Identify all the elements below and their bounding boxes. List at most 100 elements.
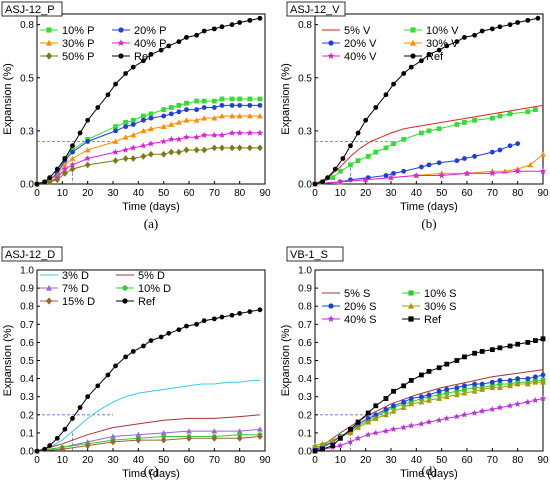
data-point bbox=[471, 409, 478, 416]
data-point bbox=[525, 340, 531, 345]
series-50-p: 50% P bbox=[34, 51, 263, 188]
data-point bbox=[401, 383, 407, 389]
data-point bbox=[436, 395, 443, 401]
data-point bbox=[184, 107, 189, 113]
data-point bbox=[489, 170, 496, 177]
data-point bbox=[229, 102, 235, 108]
data-point bbox=[319, 440, 326, 447]
data-point bbox=[444, 387, 450, 392]
panel-caption: (c) bbox=[144, 463, 158, 478]
data-point bbox=[363, 117, 369, 123]
series-line bbox=[36, 98, 260, 185]
data-point bbox=[70, 149, 75, 155]
data-point bbox=[391, 170, 396, 176]
data-point bbox=[141, 58, 146, 64]
series-ref: Ref bbox=[34, 15, 263, 187]
data-point bbox=[148, 338, 154, 343]
data-point bbox=[365, 419, 372, 425]
data-point bbox=[194, 107, 200, 113]
y-tick-label: 0.4 bbox=[20, 374, 34, 385]
data-point bbox=[47, 175, 53, 181]
data-point bbox=[54, 166, 60, 172]
data-point bbox=[168, 148, 175, 156]
x-tick-label: 10 bbox=[335, 455, 347, 466]
data-point bbox=[194, 32, 200, 38]
data-point bbox=[365, 416, 371, 421]
panel-title: VB-1_S bbox=[290, 249, 328, 261]
data-point bbox=[141, 113, 146, 119]
data-point bbox=[69, 165, 76, 173]
data-point bbox=[194, 321, 200, 327]
data-point bbox=[426, 162, 432, 168]
legend-label: 20% V bbox=[344, 38, 377, 50]
data-point bbox=[514, 400, 521, 407]
data-point bbox=[533, 374, 538, 380]
data-point bbox=[497, 384, 503, 391]
data-point bbox=[34, 181, 40, 187]
data-point bbox=[183, 117, 190, 123]
series-5-s: 5% S bbox=[314, 288, 544, 452]
data-point bbox=[443, 415, 450, 422]
data-point bbox=[462, 34, 467, 40]
data-point bbox=[118, 27, 124, 33]
data-point bbox=[454, 388, 460, 394]
data-point bbox=[54, 435, 60, 441]
x-tick-label: 20 bbox=[82, 188, 94, 199]
data-point bbox=[84, 155, 91, 162]
data-point bbox=[247, 309, 253, 315]
data-point bbox=[507, 382, 513, 389]
panel-title-box bbox=[286, 1, 346, 17]
data-point bbox=[436, 160, 442, 166]
data-point bbox=[533, 338, 538, 343]
legend-label: 50% P bbox=[62, 51, 94, 63]
data-point bbox=[193, 117, 200, 123]
data-point bbox=[175, 148, 182, 156]
data-point bbox=[219, 24, 225, 30]
panel-title: ASJ-12_V bbox=[290, 4, 340, 16]
data-point bbox=[130, 349, 136, 354]
data-point bbox=[211, 434, 218, 442]
data-point bbox=[123, 119, 129, 125]
data-point bbox=[246, 113, 253, 119]
data-point bbox=[419, 130, 424, 136]
data-point bbox=[489, 149, 495, 155]
data-point bbox=[158, 334, 164, 340]
legend-label: Ref bbox=[426, 51, 444, 63]
panel-title-box bbox=[286, 246, 344, 262]
data-point bbox=[425, 418, 433, 425]
data-point bbox=[166, 330, 172, 336]
data-point bbox=[160, 123, 167, 130]
data-point bbox=[362, 176, 369, 183]
data-point bbox=[444, 361, 450, 367]
data-point bbox=[123, 124, 129, 130]
series-line bbox=[314, 379, 543, 448]
x-tick-label: 80 bbox=[234, 188, 246, 199]
legend-label: 40% V bbox=[344, 51, 377, 63]
data-point bbox=[506, 402, 514, 409]
data-point bbox=[46, 27, 52, 33]
data-point bbox=[507, 378, 513, 383]
data-point bbox=[168, 105, 174, 110]
data-point bbox=[436, 365, 442, 371]
data-point bbox=[201, 98, 207, 104]
data-point bbox=[141, 117, 146, 123]
series-line bbox=[36, 414, 260, 452]
data-point bbox=[123, 71, 129, 76]
data-point bbox=[62, 156, 68, 161]
data-point bbox=[401, 136, 407, 142]
data-point bbox=[229, 22, 235, 28]
data-point bbox=[135, 436, 142, 444]
data-point bbox=[123, 354, 129, 360]
data-point bbox=[312, 442, 318, 448]
data-point bbox=[130, 132, 137, 138]
series-5-v: 5% V bbox=[314, 25, 544, 185]
data-point bbox=[69, 161, 76, 168]
data-point bbox=[257, 433, 263, 440]
x-axis-label: Time (days) bbox=[400, 201, 458, 213]
data-point bbox=[110, 433, 116, 439]
x-tick-label: 50 bbox=[158, 188, 170, 199]
data-point bbox=[515, 141, 521, 147]
data-point bbox=[201, 146, 208, 154]
data-point bbox=[257, 144, 263, 152]
